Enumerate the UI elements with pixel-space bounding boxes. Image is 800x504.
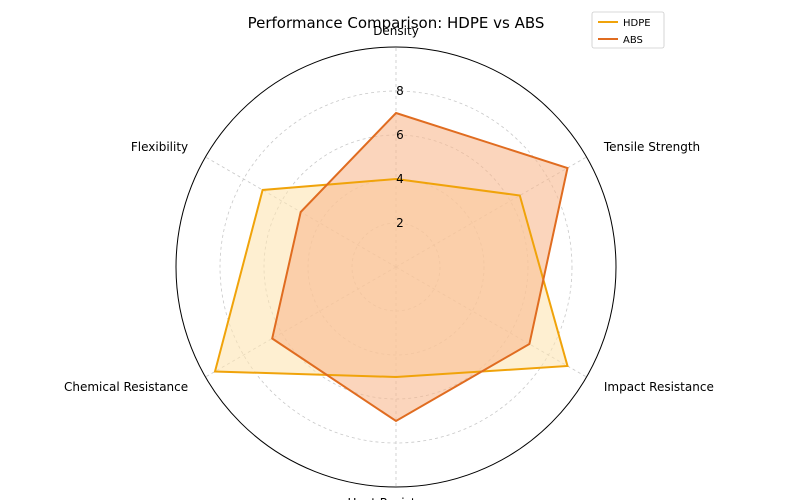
series-fill-abs: [272, 113, 568, 421]
series-line-abs: [271, 111, 569, 423]
axis-label-tensile-strength: Tensile Strength: [603, 140, 700, 154]
legend: HDPE ABS: [591, 11, 665, 49]
outer-frame: [175, 46, 617, 488]
legend-label-hdpe: HDPE: [623, 18, 651, 29]
chart-title: Performance Comparison: HDPE vs ABS: [248, 14, 545, 32]
series-layer: [213, 111, 569, 423]
axis-label-heat-resistance: Heat Resistance: [348, 496, 445, 500]
radial-tick-label: 4: [396, 172, 404, 186]
legend-label-abs: ABS: [623, 35, 643, 46]
axis-label-density: Density: [373, 24, 419, 38]
series-line-hdpe: [213, 177, 569, 379]
radial-tick-label: 6: [396, 128, 404, 142]
tick-layer: 2 4 6 8: [396, 84, 404, 230]
axis-label-impact-resistance: Impact Resistance: [604, 380, 714, 394]
axis-label-chemical-resistance: Chemical Resistance: [64, 380, 188, 394]
radial-tick-label: 2: [396, 216, 404, 230]
radial-tick-label: 8: [396, 84, 404, 98]
axis-label-flexibility: Flexibility: [131, 140, 188, 154]
